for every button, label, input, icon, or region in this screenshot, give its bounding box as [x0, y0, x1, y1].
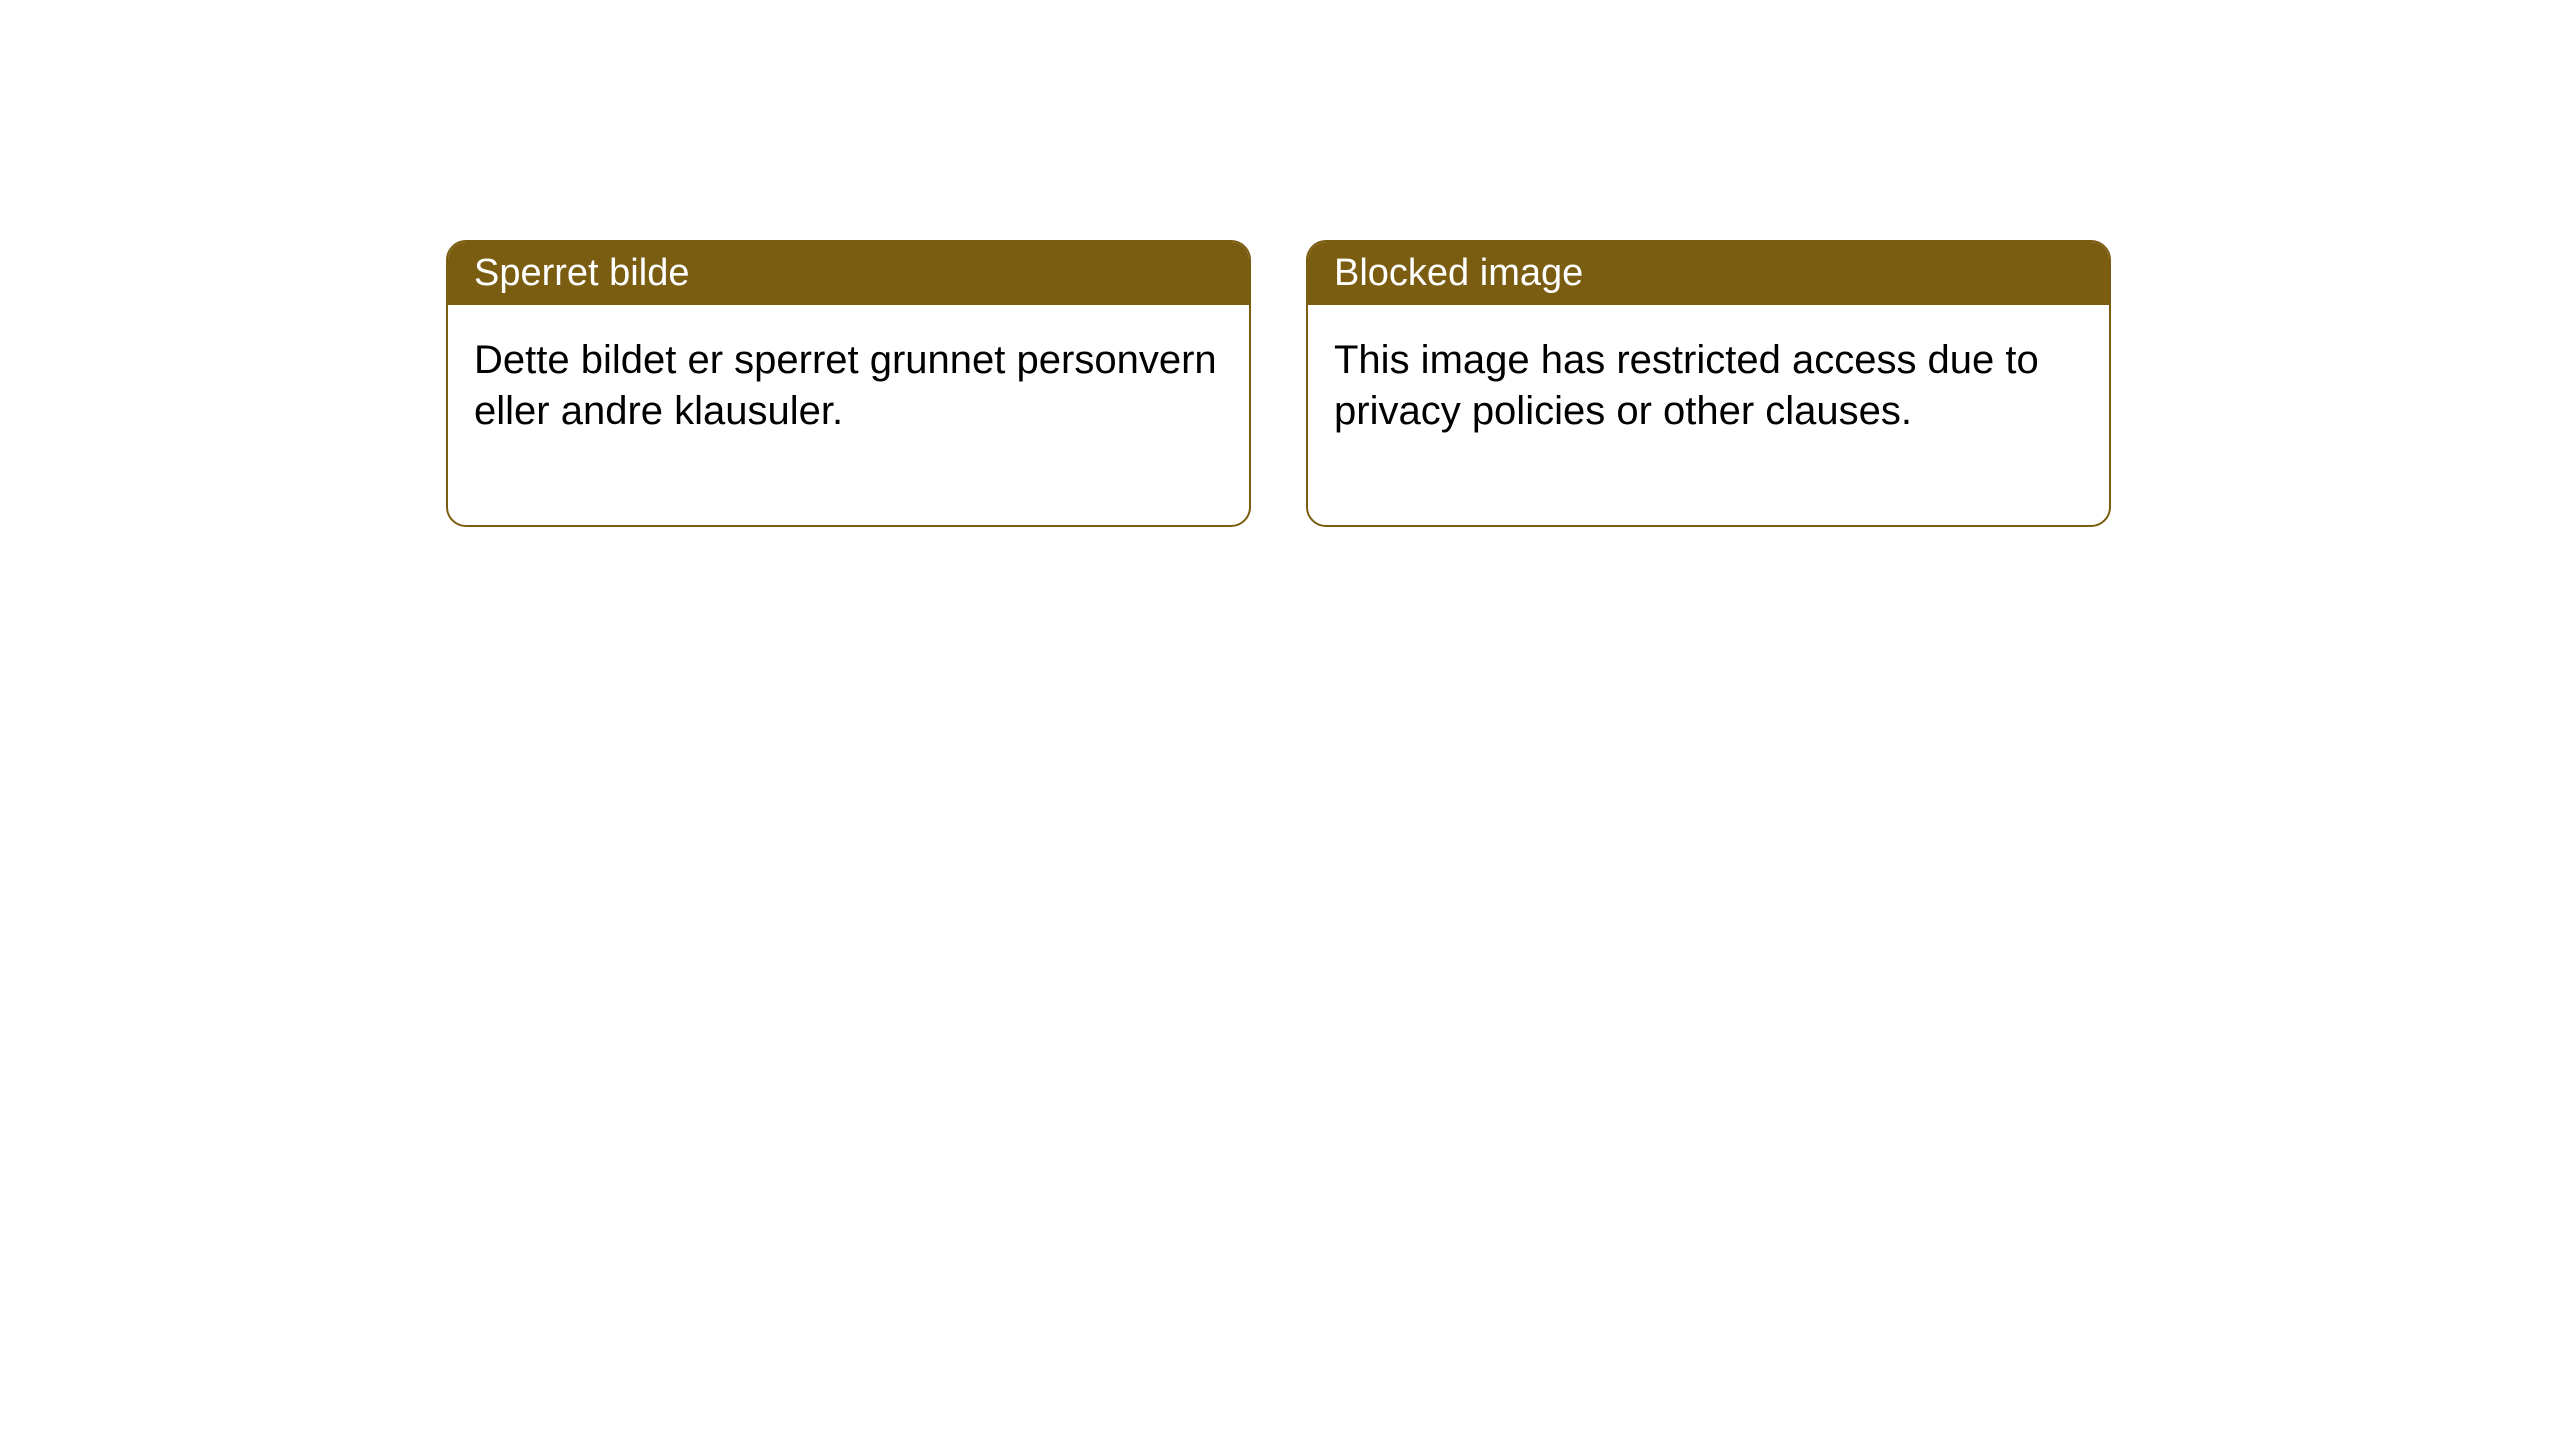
notice-title-english: Blocked image [1308, 242, 2109, 305]
notice-card-english: Blocked image This image has restricted … [1306, 240, 2111, 527]
notice-title-norwegian: Sperret bilde [448, 242, 1249, 305]
notice-card-norwegian: Sperret bilde Dette bildet er sperret gr… [446, 240, 1251, 527]
notice-container: Sperret bilde Dette bildet er sperret gr… [446, 240, 2111, 527]
notice-body-norwegian: Dette bildet er sperret grunnet personve… [448, 305, 1249, 525]
notice-body-english: This image has restricted access due to … [1308, 305, 2109, 525]
